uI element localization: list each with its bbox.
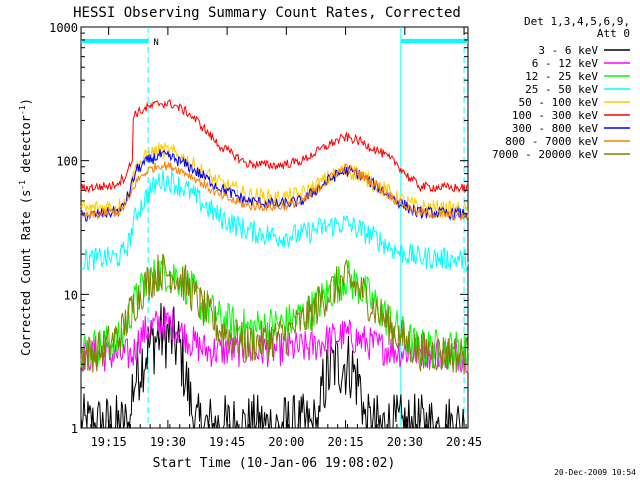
series-line-3	[80, 169, 469, 272]
x-tick-label-1: 19:30	[150, 435, 186, 449]
x-tick-label-3: 20:00	[268, 435, 304, 449]
legend-label-8: 7000 - 20000 keV	[492, 148, 598, 161]
x-tick-label-0: 19:15	[91, 435, 127, 449]
x-axis-label: Start Time (10-Jan-06 19:08:02)	[153, 456, 396, 471]
legend-label-7: 800 - 7000 keV	[505, 135, 598, 148]
x-tick-label-6: 20:45	[446, 435, 482, 449]
y-tick-label-1: 10	[64, 288, 78, 302]
series-line-6	[80, 149, 469, 222]
decorations: N	[81, 27, 468, 428]
chart-title: HESSI Observing Summary Count Rates, Cor…	[73, 5, 461, 21]
plot-frame	[80, 26, 469, 429]
series-line-0	[80, 302, 468, 430]
flag-label: N	[153, 38, 158, 48]
legend-label-1: 6 - 12 keV	[532, 57, 599, 70]
x-tick-label-2: 19:45	[209, 435, 245, 449]
series-line-1	[80, 307, 469, 374]
x-tick-label-5: 20:30	[387, 435, 423, 449]
series-line-8	[80, 253, 469, 375]
legend-header-line2: Att 0	[597, 27, 630, 40]
legend-label-5: 100 - 300 keV	[512, 109, 598, 122]
footer-date: 20-Dec-2009 10:54	[554, 468, 636, 477]
legend-label-3: 25 - 50 keV	[525, 83, 598, 96]
x-tick-label-4: 20:15	[328, 435, 364, 449]
legend-label-0: 3 - 6 keV	[538, 44, 598, 57]
series-layer	[80, 98, 469, 430]
series-line-4	[80, 142, 469, 219]
legend-header-line1: Det 1,3,4,5,6,9,	[524, 15, 630, 28]
y-tick-label-2: 100	[56, 155, 78, 169]
legend-label-6: 300 - 800 keV	[512, 122, 598, 135]
series-line-5	[80, 98, 469, 194]
y-tick-label-0: 1	[71, 422, 78, 436]
series-line-7	[80, 161, 469, 222]
y-axis-label: Corrected Count Rate (s-1 detector-1)	[18, 98, 33, 356]
legend-label-2: 12 - 25 keV	[525, 70, 598, 83]
axes: 19:15 19:30 19:45 20:00 20:15 20:30 20:45 1 10 10…	[49, 21, 482, 449]
y-tick-label-3: 1000	[49, 21, 78, 35]
legend-label-4: 50 - 100 keV	[519, 96, 599, 109]
